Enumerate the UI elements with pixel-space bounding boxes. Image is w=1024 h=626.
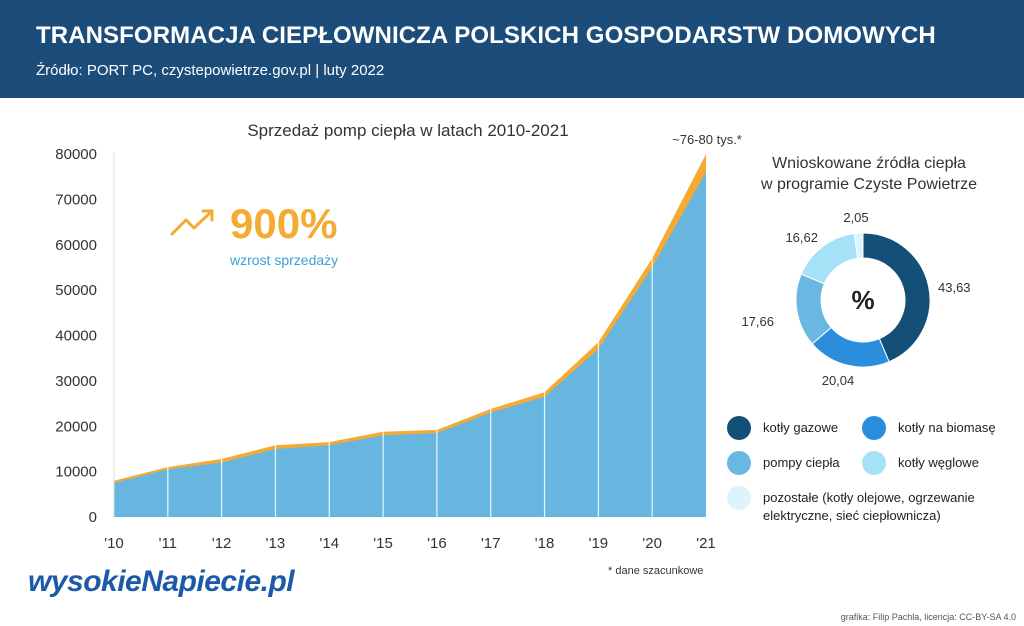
x-tick-label: '19	[589, 535, 609, 552]
legend-swatch	[862, 451, 886, 475]
donut-slice	[862, 232, 931, 363]
header-banner: TRANSFORMACJA CIEPŁOWNICZA POLSKICH GOSP…	[0, 0, 1024, 98]
logo-text: wysokieNapiecie.pl	[28, 565, 295, 598]
x-tick-label: '21	[696, 535, 716, 552]
y-tick-label: 40000	[55, 328, 97, 345]
donut-slice	[853, 232, 864, 259]
legend-label: pozostałe (kotły olejowe, ogrzewanie elek…	[763, 490, 975, 523]
y-tick-label: 50000	[55, 282, 97, 299]
y-tick-label: 60000	[55, 237, 97, 254]
legend-item: pompy ciepła	[727, 451, 840, 475]
series-lower-area	[114, 172, 706, 517]
logo: wysokieNapiecie.pl	[28, 565, 295, 599]
x-tick-label: '13	[266, 535, 286, 552]
legend-item: kotły węglowe	[862, 451, 979, 475]
x-tick-label: '11	[159, 535, 177, 552]
legend-label: kotły gazowe	[763, 420, 839, 435]
legend-item: kotły gazowe	[727, 416, 838, 440]
trend-up-arrow-icon	[170, 209, 214, 236]
donut-center-label: %	[851, 285, 874, 315]
footnote: * dane szacunkowe	[608, 565, 704, 577]
legend-swatch	[862, 416, 886, 440]
slice-value-label: 43,63	[938, 280, 971, 295]
x-tick-label: '16	[427, 535, 447, 552]
legend-swatch	[727, 416, 751, 440]
legend-swatch	[727, 486, 751, 510]
slice-value-label: 17,66	[741, 314, 774, 329]
slice-value-label: 2,05	[843, 210, 868, 225]
y-tick-label: 10000	[55, 464, 97, 481]
legend-item: kotły na biomasę	[862, 416, 996, 440]
area-chart: Sprzedaż pomp ciepła w latach 2010-2021 0…	[55, 121, 742, 552]
area-chart-title: Sprzedaż pomp ciepła w latach 2010-2021	[247, 121, 568, 140]
slice-value-label: 20,04	[822, 373, 855, 388]
x-tick-label: '18	[535, 535, 555, 552]
donut-chart: Wnioskowane źródła ciepła w programie Czy…	[741, 155, 977, 388]
x-tick-label: '12	[212, 535, 232, 552]
legend-label: pompy ciepła	[763, 455, 840, 470]
highlight-label: wzrost sprzedaży	[229, 252, 338, 268]
x-tick-label: '15	[373, 535, 393, 552]
x-tick-label: '17	[481, 535, 501, 552]
x-tick-label: '10	[104, 535, 124, 552]
legend-label: kotły węglowe	[898, 455, 979, 470]
x-tick-label: '14	[319, 535, 339, 552]
x-tick-label: '20	[642, 535, 662, 552]
y-tick-label: 70000	[55, 191, 97, 208]
source-line: Źródło: PORT PC, czystepowietrze.gov.pl …	[36, 62, 385, 79]
legend-swatch	[727, 451, 751, 475]
last-value-annotation: ~76-80 tys.*	[672, 132, 742, 147]
y-tick-label: 80000	[55, 146, 97, 163]
donut-chart-title: w programie Czyste Powietrze	[760, 176, 977, 193]
y-tick-label: 0	[89, 509, 97, 526]
credits: grafika: Filip Pachla, licencja: CC-BY-S…	[840, 612, 1016, 622]
slice-value-label: 16,62	[785, 230, 818, 245]
y-tick-label: 30000	[55, 373, 97, 390]
legend-item: pozostałe (kotły olejowe, ogrzewanie elek…	[727, 486, 975, 525]
donut-chart-title: Wnioskowane źródła ciepła	[772, 155, 966, 172]
y-tick-label: 20000	[55, 418, 97, 435]
legend-label: kotły na biomasę	[898, 420, 996, 435]
highlight-value: 900%	[230, 200, 337, 247]
page-title: TRANSFORMACJA CIEPŁOWNICZA POLSKICH GOSP…	[36, 22, 936, 49]
